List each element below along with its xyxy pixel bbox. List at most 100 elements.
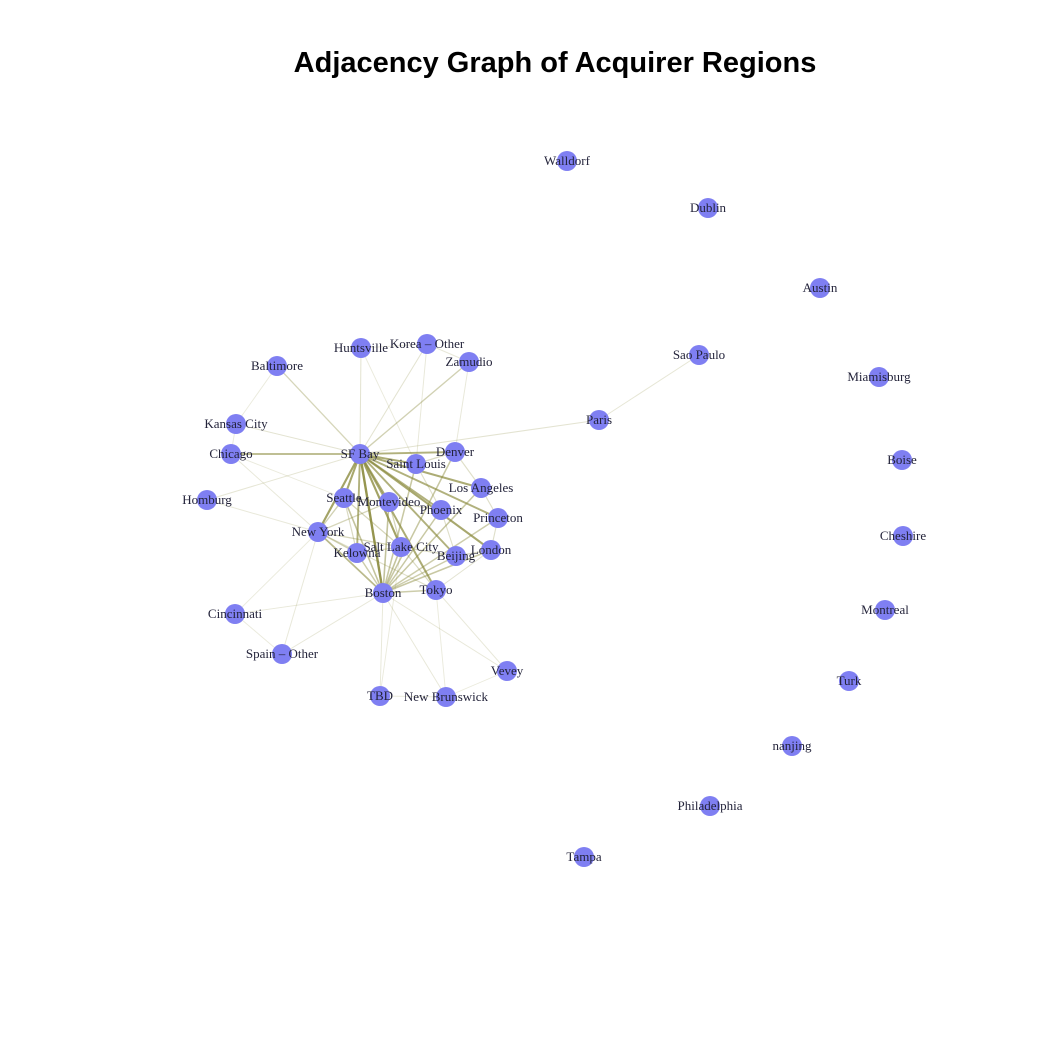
node-cheshire: [893, 526, 913, 546]
node-label-boston: Boston: [365, 585, 402, 600]
edge-sf_bay-korea_other: [359, 343, 428, 455]
node-label-beijing: Beijing: [437, 548, 476, 563]
node-label-phoenix: Phoenix: [420, 502, 463, 517]
edge-new_york-cincinnati: [234, 531, 319, 615]
node-princeton: [488, 508, 508, 528]
edge-boston-montevideo: [382, 501, 390, 594]
edge-tbd-salt_lake_city: [379, 546, 402, 697]
node-new_brunswick: [436, 687, 456, 707]
node-label-montevideo: Montevideo: [358, 494, 421, 509]
node-label-cheshire: Cheshire: [880, 528, 926, 543]
node-label-denver: Denver: [436, 444, 475, 459]
node-spain_other: [272, 644, 292, 664]
node-label-spain_other: Spain – Other: [246, 646, 319, 661]
edge-spain_other-cincinnati: [234, 613, 283, 655]
node-label-homburg: Homburg: [182, 492, 232, 507]
edge-korea_other-saint_louis: [415, 343, 428, 465]
node-seattle: [334, 488, 354, 508]
node-london: [481, 540, 501, 560]
edge-boston-spain_other: [281, 592, 384, 655]
node-label-turk: Turk: [837, 673, 862, 688]
node-label-baltimore: Baltimore: [251, 358, 303, 373]
node-huntsville: [351, 338, 371, 358]
node-los_angeles: [471, 478, 491, 498]
edge-boston-cincinnati: [234, 592, 384, 615]
node-kelowna: [347, 543, 367, 563]
edge-sf_bay-beijing: [359, 453, 457, 557]
edge-new_york-tokyo: [317, 531, 437, 591]
edge-boston-los_angeles: [382, 487, 482, 594]
edge-seattle-salt_lake_city: [343, 497, 402, 548]
edge-baltimore-kansas_city: [235, 365, 278, 425]
edge-boston-phoenix: [382, 509, 442, 594]
edge-sf_bay-denver: [359, 451, 456, 455]
node-label-vevey: Vevey: [491, 663, 524, 678]
edge-huntsville-saint_louis: [360, 347, 417, 465]
node-cincinnati: [225, 604, 245, 624]
edge-boston-vevey: [382, 592, 508, 672]
edge-new_brunswick-vevey: [445, 670, 508, 698]
edge-sf_bay-baltimore: [276, 365, 361, 455]
edge-new_york-chicago: [230, 453, 319, 533]
node-label-los_angeles: Los Angeles: [449, 480, 514, 495]
node-label-cincinnati: Cincinnati: [208, 606, 263, 621]
edge-sf_bay-huntsville: [359, 347, 362, 455]
edge-boston-saint_louis: [382, 463, 417, 594]
edge-huntsville-korea_other: [360, 343, 428, 349]
edge-sf_bay-kansas_city: [235, 423, 361, 455]
edge-tokyo-london: [435, 549, 492, 591]
edge-zamudio-denver: [454, 361, 470, 453]
edge-tbd-new_brunswick: [379, 695, 447, 698]
node-baltimore: [267, 356, 287, 376]
node-new_york: [308, 522, 328, 542]
node-montreal: [875, 600, 895, 620]
node-label-salt_lake_city: Salt Lake City: [363, 539, 439, 554]
edge-boston-london: [382, 549, 492, 594]
node-label-korea_other: Korea – Other: [390, 336, 465, 351]
node-label-chicago: Chicago: [209, 446, 252, 461]
node-nanjing: [782, 736, 802, 756]
node-tbd: [370, 686, 390, 706]
edge-new_york-homburg: [206, 499, 319, 533]
node-label-boise: Boise: [887, 452, 917, 467]
node-dublin: [698, 198, 718, 218]
edge-sf_bay-zamudio: [359, 361, 470, 455]
node-label-philadelphia: Philadelphia: [678, 798, 743, 813]
node-label-tokyo: Tokyo: [419, 582, 452, 597]
node-boston: [373, 583, 393, 603]
node-boise: [892, 450, 912, 470]
node-sao_paulo: [689, 345, 709, 365]
edge-boston-new_brunswick: [382, 592, 447, 698]
edge-boston-tbd: [379, 592, 384, 697]
node-label-nanjing: nanjing: [773, 738, 812, 753]
node-label-miamisburg: Miamisburg: [847, 369, 911, 384]
node-saint_louis: [406, 454, 426, 474]
chart-title: Adjacency Graph of Acquirer Regions: [294, 47, 817, 79]
edge-boston-denver: [382, 451, 456, 594]
node-tokyo: [426, 580, 446, 600]
edge-boston-princeton: [382, 517, 499, 594]
node-label-dublin: Dublin: [690, 200, 727, 215]
edge-new_york-montevideo: [317, 501, 390, 533]
node-montevideo: [379, 492, 399, 512]
node-label-walldorf: Walldorf: [544, 153, 591, 168]
edge-sf_bay-paris: [359, 419, 600, 455]
node-label-montreal: Montreal: [861, 602, 909, 617]
node-vevey: [497, 661, 517, 681]
node-label-kelowna: Kelowna: [334, 545, 381, 560]
node-label-princeton: Princeton: [473, 510, 523, 525]
node-label-sao_paulo: Sao Paulo: [673, 347, 725, 362]
edge-sf_bay-kelowna: [356, 453, 361, 554]
node-label-austin: Austin: [803, 280, 838, 295]
node-label-huntsville: Huntsville: [334, 340, 388, 355]
node-homburg: [197, 490, 217, 510]
edge-tokyo-new_brunswick: [435, 589, 447, 698]
node-salt_lake_city: [391, 537, 411, 557]
node-walldorf: [557, 151, 577, 171]
node-tampa: [574, 847, 594, 867]
node-zamudio: [459, 352, 479, 372]
node-miamisburg: [869, 367, 889, 387]
